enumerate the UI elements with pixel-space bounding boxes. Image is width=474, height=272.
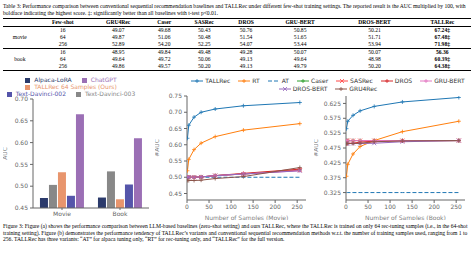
svg-text:250: 250 <box>291 203 303 210</box>
svg-text:200: 200 <box>428 203 440 210</box>
svg-text:150: 150 <box>406 203 418 210</box>
svg-text:0.325: 0.325 <box>324 189 341 196</box>
svg-text:Number of Samples (Book): Number of Samples (Book) <box>365 214 446 220</box>
svg-text:0.60: 0.60 <box>169 141 183 148</box>
svg-text:0.475: 0.475 <box>324 144 341 151</box>
svg-text:0.55: 0.55 <box>169 157 183 164</box>
svg-text:0.375: 0.375 <box>324 174 341 181</box>
svg-text:0.425: 0.425 <box>324 159 341 166</box>
svg-text:Number of Samples (Movie): Number of Samples (Movie) <box>205 214 289 220</box>
svg-text:#AUC: #AUC <box>155 139 160 157</box>
svg-text:250: 250 <box>450 203 462 210</box>
svg-text:AUC: AUC <box>8 147 9 160</box>
svg-text:100: 100 <box>384 203 396 210</box>
svg-text:0.525: 0.525 <box>324 129 341 136</box>
svg-text:#AUC: #AUC <box>314 139 319 157</box>
svg-text:0.70: 0.70 <box>169 109 183 116</box>
svg-text:0.625: 0.625 <box>324 100 341 107</box>
svg-text:0.65: 0.65 <box>169 125 183 132</box>
svg-text:150: 150 <box>247 203 259 210</box>
svg-text:0.575: 0.575 <box>324 115 341 122</box>
svg-text:0: 0 <box>344 203 348 210</box>
svg-text:50: 50 <box>205 203 213 210</box>
svg-text:0.65: 0.65 <box>15 117 29 124</box>
svg-text:0.60: 0.60 <box>15 139 29 146</box>
svg-text:0.70: 0.70 <box>15 95 29 102</box>
svg-text:0.50: 0.50 <box>15 183 29 190</box>
svg-text:100: 100 <box>225 203 237 210</box>
svg-text:Book: Book <box>113 210 128 217</box>
svg-text:200: 200 <box>269 203 281 210</box>
svg-text:0.45: 0.45 <box>15 204 29 211</box>
svg-text:0.45: 0.45 <box>169 190 183 197</box>
svg-text:0: 0 <box>185 203 189 210</box>
svg-text:50: 50 <box>364 203 372 210</box>
svg-text:0.50: 0.50 <box>169 174 183 181</box>
svg-text:0.75: 0.75 <box>169 92 183 99</box>
svg-text:0.55: 0.55 <box>15 161 29 168</box>
svg-text:Movie: Movie <box>53 210 71 217</box>
